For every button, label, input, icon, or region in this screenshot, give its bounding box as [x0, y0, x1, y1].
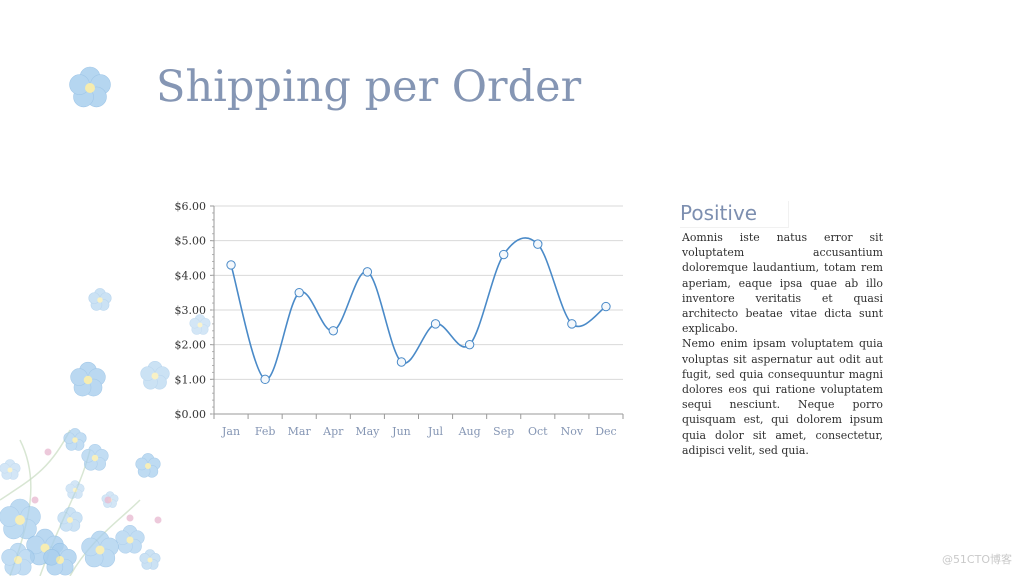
x-tick-label-jun: Jun	[391, 425, 411, 438]
data-point-apr	[328, 326, 338, 336]
y-tick-label-6: $6.00	[175, 200, 207, 213]
flower-8	[0, 498, 41, 540]
flower-center	[126, 536, 134, 544]
flower-4	[189, 314, 211, 335]
flower-center	[147, 557, 153, 563]
data-point-may	[362, 267, 373, 277]
flower-center	[85, 83, 95, 93]
y-axis-tick-labels: $0.00 $1.00 $2.00 $3.00 $4.00 $5.00 $6.00	[175, 200, 207, 421]
flower-2	[70, 361, 106, 397]
watermark: @51CTO博客	[941, 553, 1012, 566]
data-point-jan	[226, 260, 236, 270]
data-point-aug	[464, 339, 475, 350]
description-paragraph-1: Aomnis iste natus error sit voluptatem a…	[682, 231, 883, 336]
bud-3	[154, 516, 162, 524]
flower-3	[140, 360, 170, 390]
x-tick-label-aug: Aug	[458, 425, 481, 438]
flower-center	[83, 375, 93, 385]
flower-center	[67, 517, 73, 523]
flower-7	[135, 453, 161, 478]
flower-11	[57, 507, 83, 532]
flower-center	[72, 437, 78, 443]
flower-18	[0, 459, 21, 480]
description-paragraph-2: Nemo enim ipsam voluptatem quia voluptas…	[682, 337, 883, 457]
data-point-jun	[396, 357, 407, 367]
flower-center	[197, 322, 203, 328]
y-tick-label-3: $3.00	[175, 304, 207, 317]
flower-center	[145, 463, 151, 469]
y-tick-label-2: $2.00	[175, 339, 207, 352]
data-point-oct	[533, 239, 543, 249]
flower-0	[69, 66, 111, 108]
x-tick-label-dec: Dec	[595, 425, 617, 438]
flower-12	[43, 542, 77, 576]
data-point-mar	[294, 287, 304, 298]
flower-center	[97, 297, 103, 303]
x-axis-tick-labels: Jan Feb Mar Apr May Jun Jul Aug Sep Oct Nov Dec	[221, 425, 617, 438]
flower-14	[115, 524, 145, 554]
series-line	[230, 237, 607, 381]
y-tick-label-0: $0.00	[175, 408, 207, 421]
chart-gridlines	[214, 205, 623, 380]
flower-center	[151, 372, 159, 380]
x-tick-label-jan: Jan	[221, 425, 240, 438]
stem-3	[0, 429, 71, 501]
data-point-jul	[430, 319, 441, 329]
side-heading: Positive	[680, 201, 789, 228]
flower-center	[95, 545, 105, 555]
flower-13	[81, 530, 119, 568]
flower-center	[91, 454, 99, 462]
x-tick-label-oct: Oct	[528, 425, 548, 438]
bud-2	[126, 514, 134, 522]
flower-center	[56, 556, 64, 564]
chart-series	[226, 237, 611, 385]
flower-center	[7, 467, 13, 473]
data-point-sep	[499, 249, 509, 260]
side-description: Aomnis iste natus error sit voluptatem a…	[682, 230, 883, 458]
x-tick-label-nov: Nov	[561, 425, 584, 438]
stem-2	[69, 499, 141, 576]
flower-1	[88, 288, 112, 311]
chart-axes	[210, 205, 624, 419]
data-point-dec	[601, 301, 611, 312]
x-tick-label-may: May	[355, 425, 380, 438]
flower-6	[81, 444, 109, 471]
y-tick-label-4: $4.00	[175, 269, 207, 282]
x-tick-label-mar: Mar	[288, 425, 312, 438]
flower-16	[65, 480, 85, 499]
flower-center	[72, 487, 78, 493]
bud-4	[31, 496, 39, 504]
bud-1	[104, 496, 112, 504]
y-tick-label-5: $5.00	[175, 235, 207, 248]
flower-5	[63, 428, 87, 451]
x-tick-label-jul: Jul	[427, 425, 443, 438]
flower-17	[101, 491, 119, 508]
x-tick-label-apr: Apr	[322, 425, 344, 438]
x-tick-label-sep: Sep	[493, 425, 514, 438]
x-tick-label-feb: Feb	[255, 425, 276, 438]
flower-center	[15, 515, 25, 525]
bud-0	[44, 448, 52, 456]
data-point-nov	[567, 319, 577, 329]
flower-15	[139, 549, 161, 570]
slide-title: Shipping per Order	[156, 62, 582, 112]
flower-10	[1, 542, 35, 576]
flower-center	[14, 556, 22, 564]
y-tick-label-1: $1.00	[175, 373, 207, 386]
data-point-feb	[260, 374, 270, 385]
